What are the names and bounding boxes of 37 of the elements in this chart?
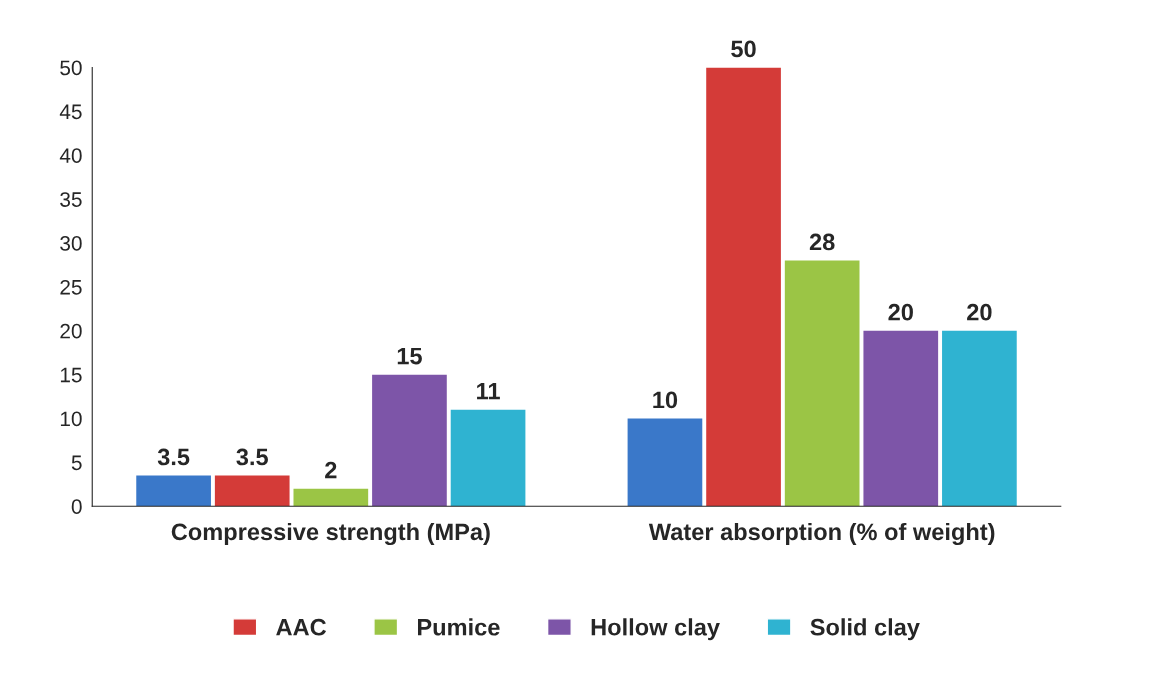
data-label: 28	[809, 233, 835, 251]
bar	[293, 488, 369, 507]
bar	[627, 418, 703, 507]
y-tick-label: 25	[60, 279, 82, 295]
legend-label: AAC	[276, 618, 327, 636]
y-tick-label: 20	[60, 323, 82, 339]
bar	[942, 330, 1017, 507]
legend-label: Hollow clay	[591, 618, 720, 641]
data-label: 20	[888, 303, 913, 321]
data-label: 15	[397, 347, 422, 365]
y-tick-label: 40	[59, 148, 82, 163]
y-tick-label: 50	[60, 60, 82, 76]
data-label: 20	[967, 303, 992, 321]
data-label: 2	[325, 461, 337, 479]
y-tick-label: 45	[59, 104, 82, 120]
y-tick-label: 0	[71, 499, 82, 514]
bar	[450, 409, 526, 507]
x-tick-label: Water absorption (% of weight)	[648, 522, 995, 546]
data-label: 3.5	[236, 448, 268, 466]
data-label: 50	[731, 40, 756, 58]
y-tick-label: 30	[60, 236, 82, 251]
y-tick-label: 35	[60, 192, 82, 207]
x-tick-label: Compressive strength (MPa)	[171, 522, 490, 546]
bar	[706, 67, 781, 507]
data-label: 10	[653, 391, 678, 409]
y-tick-label: 15	[60, 367, 82, 383]
y-tick-label: 5	[71, 455, 82, 471]
legend-label: Pumice	[418, 618, 500, 636]
bar	[214, 475, 290, 507]
data-label: 3.5	[157, 448, 190, 466]
bar	[372, 374, 447, 507]
legend-label: Solid clay	[810, 618, 920, 641]
bar	[136, 475, 211, 507]
data-label: 11	[477, 383, 500, 400]
bar	[784, 260, 860, 507]
bar	[863, 330, 939, 507]
y-tick-label: 10	[60, 411, 82, 427]
